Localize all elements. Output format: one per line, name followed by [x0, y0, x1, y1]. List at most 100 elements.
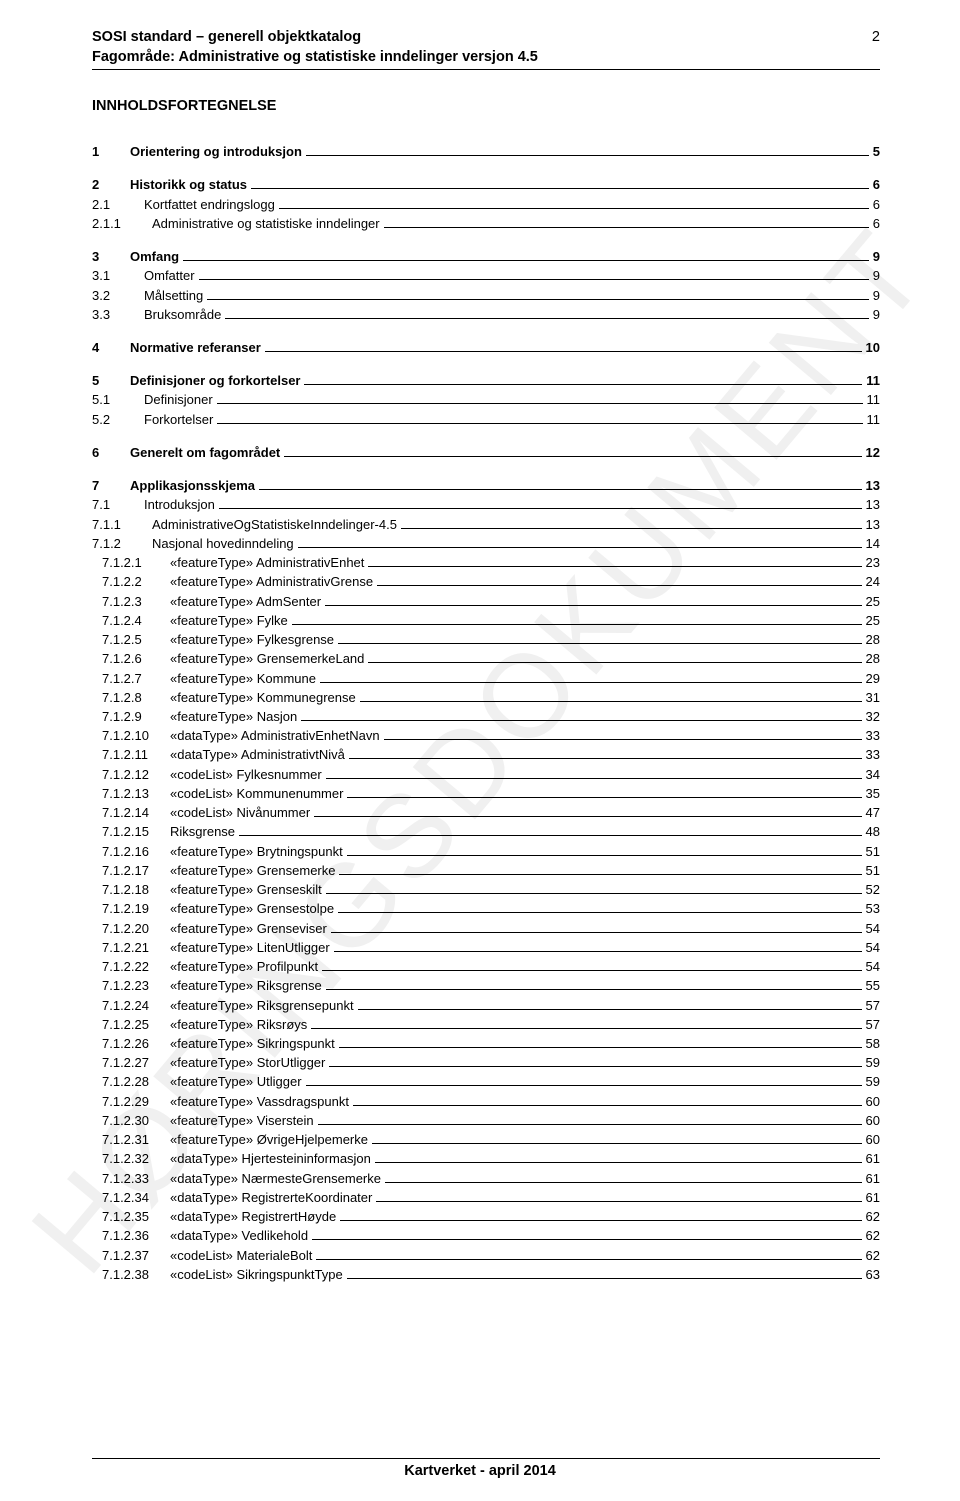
- toc-leader-line: [340, 1220, 861, 1221]
- toc-leader-line: [331, 932, 862, 933]
- toc-entry-number: 7.1.2.13: [92, 784, 170, 803]
- toc-entry-label: «featureType» Kommune: [170, 669, 316, 688]
- toc-entry-page: 25: [866, 592, 880, 611]
- toc-entry-page: 29: [866, 669, 880, 688]
- toc-entry: 7.1.2.37«codeList» MaterialeBolt62: [92, 1246, 880, 1265]
- toc-entry: 7.1.2.30«featureType» Viserstein60: [92, 1111, 880, 1130]
- toc-entry: 5.1Definisjoner11: [92, 390, 880, 409]
- toc-leader-line: [322, 970, 861, 971]
- toc-entry: 7.1.2.8«featureType» Kommunegrense31: [92, 688, 880, 707]
- toc-entry-label: Definisjoner og forkortelser: [130, 371, 300, 390]
- toc-leader-line: [314, 816, 861, 817]
- toc-entry-label: «dataType» NærmesteGrensemerke: [170, 1169, 381, 1188]
- toc-entry-number: 7.1.2.1: [92, 553, 170, 572]
- toc-entry-label: «featureType» Utligger: [170, 1072, 302, 1091]
- toc-entry-number: 7.1.2.32: [92, 1149, 170, 1168]
- toc-entry-number: 7.1.2.35: [92, 1207, 170, 1226]
- toc-entry-label: «dataType» Hjertesteininformasjon: [170, 1149, 371, 1168]
- toc-entry-label: Nasjonal hovedinndeling: [152, 534, 294, 553]
- toc-entry-page: 57: [866, 996, 880, 1015]
- toc-entry-label: Kortfattet endringslogg: [144, 195, 275, 214]
- toc-entry-number: 7.1: [92, 495, 144, 514]
- toc-entry: 5.2Forkortelser11: [92, 410, 880, 429]
- toc-entry: 2.1Kortfattet endringslogg6: [92, 195, 880, 214]
- toc-entry: 7.1.2.31«featureType» ØvrigeHjelpemerke6…: [92, 1130, 880, 1149]
- toc-entry-label: «featureType» Fylke: [170, 611, 288, 630]
- toc-leader-line: [265, 351, 862, 352]
- toc-entry-page: 59: [866, 1053, 880, 1072]
- toc-entry-number: 7.1.2.14: [92, 803, 170, 822]
- toc-entry: 3Omfang9: [92, 247, 880, 266]
- toc-entry-page: 24: [866, 572, 880, 591]
- toc-entry-page: 55: [866, 976, 880, 995]
- toc-leader-line: [320, 682, 862, 683]
- toc-entry-number: 3.1: [92, 266, 144, 285]
- toc-entry-page: 60: [866, 1130, 880, 1149]
- toc-entry-label: Målsetting: [144, 286, 203, 305]
- toc-leader-line: [219, 508, 862, 509]
- toc-leader-line: [375, 1162, 862, 1163]
- toc-entry-label: «dataType» Vedlikehold: [170, 1226, 308, 1245]
- toc-leader-line: [326, 893, 862, 894]
- toc-entry-page: 12: [866, 443, 880, 462]
- toc-entry: 7.1.2.16«featureType» Brytningspunkt51: [92, 842, 880, 861]
- toc-entry-page: 61: [866, 1188, 880, 1207]
- toc-entry-number: 7.1.2.22: [92, 957, 170, 976]
- toc-leader-line: [217, 423, 862, 424]
- toc-entry-number: 7.1.2.10: [92, 726, 170, 745]
- toc-entry-page: 34: [866, 765, 880, 784]
- toc-leader-line: [183, 260, 869, 261]
- toc-entry-number: 7.1.2.12: [92, 765, 170, 784]
- toc-entry-number: 7.1.2.21: [92, 938, 170, 957]
- toc-entry-number: 7.1.2.5: [92, 630, 170, 649]
- toc-entry-label: «featureType» Sikringspunkt: [170, 1034, 335, 1053]
- toc-entry-label: «codeList» Fylkesnummer: [170, 765, 322, 784]
- toc-entry-page: 13: [866, 515, 880, 534]
- toc-entry-page: 35: [866, 784, 880, 803]
- toc-entry: 7.1.2.21«featureType» LitenUtligger54: [92, 938, 880, 957]
- toc-leader-line: [338, 643, 861, 644]
- toc-leader-line: [376, 1201, 861, 1202]
- toc-entry-number: 7.1.2.20: [92, 919, 170, 938]
- toc-entry-label: «codeList» Nivånummer: [170, 803, 310, 822]
- toc-entry-number: 7.1.2.25: [92, 1015, 170, 1034]
- header-line-2: Fagområde: Administrative og statistiske…: [92, 48, 872, 68]
- toc-entry-label: «dataType» AdministrativtNivå: [170, 745, 345, 764]
- toc-entry-page: 47: [866, 803, 880, 822]
- toc-leader-line: [347, 1278, 862, 1279]
- toc-entry-page: 59: [866, 1072, 880, 1091]
- toc-entry-page: 60: [866, 1111, 880, 1130]
- toc-entry: 7.1.2.4«featureType» Fylke25: [92, 611, 880, 630]
- toc-leader-line: [306, 1085, 862, 1086]
- toc-entry-number: 7.1.2.37: [92, 1246, 170, 1265]
- toc-entry-number: 7.1.2.9: [92, 707, 170, 726]
- toc-entry-page: 54: [866, 919, 880, 938]
- page-number: 2: [872, 28, 880, 48]
- toc-entry-label: Forkortelser: [144, 410, 213, 429]
- toc-leader-line: [225, 318, 868, 319]
- toc-entry: 2.1.1Administrative og statistiske innde…: [92, 214, 880, 233]
- toc-entry-label: «featureType» StorUtligger: [170, 1053, 325, 1072]
- toc-entry: 7.1.2.6«featureType» GrensemerkeLand28: [92, 649, 880, 668]
- toc-entry-label: «featureType» Kommunegrense: [170, 688, 356, 707]
- toc-entry-label: «featureType» ØvrigeHjelpemerke: [170, 1130, 368, 1149]
- toc-entry-page: 63: [866, 1265, 880, 1284]
- toc-entry-label: «codeList» SikringspunktType: [170, 1265, 343, 1284]
- toc-entry-number: 7.1.2.17: [92, 861, 170, 880]
- toc-entry-number: 2.1: [92, 195, 144, 214]
- page-footer: Kartverket - april 2014: [0, 1458, 960, 1479]
- toc-entry-number: 7.1.2.2: [92, 572, 170, 591]
- toc-leader-line: [384, 227, 869, 228]
- toc-entry: 7.1.2.15Riksgrense48: [92, 822, 880, 841]
- toc-entry-page: 54: [866, 957, 880, 976]
- toc-entry-page: 9: [873, 266, 880, 285]
- toc-entry-page: 11: [866, 371, 880, 390]
- toc-entry: 7.1.2.1«featureType» AdministrativEnhet2…: [92, 553, 880, 572]
- toc-entry-label: «featureType» AdmSenter: [170, 592, 321, 611]
- toc-leader-line: [349, 758, 862, 759]
- toc-entry-number: 7.1.2.24: [92, 996, 170, 1015]
- toc-entry: 7.1.2.36«dataType» Vedlikehold62: [92, 1226, 880, 1245]
- toc-entry-page: 58: [866, 1034, 880, 1053]
- toc-entry: 7.1.2Nasjonal hovedinndeling14: [92, 534, 880, 553]
- toc-entry-label: Bruksområde: [144, 305, 221, 324]
